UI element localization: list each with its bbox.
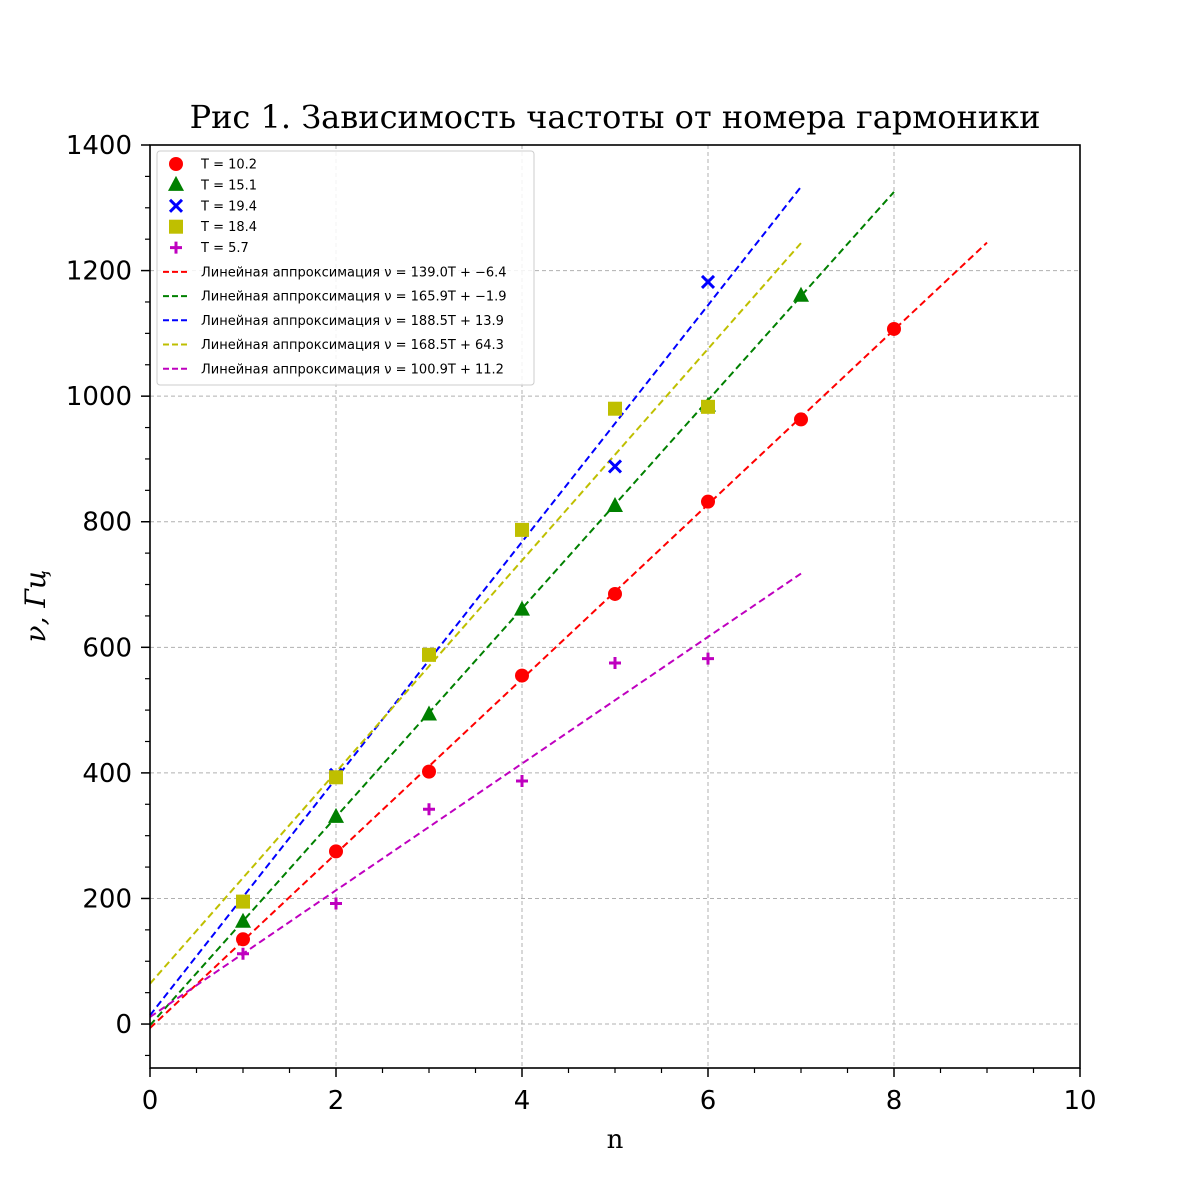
legend-marker bbox=[169, 157, 183, 171]
data-point bbox=[607, 459, 623, 474]
fit-line bbox=[149, 191, 895, 1026]
data-point bbox=[423, 803, 435, 816]
y-tick-label: 1000 bbox=[66, 382, 132, 412]
data-point bbox=[329, 770, 343, 785]
y-tick-label: 600 bbox=[82, 633, 132, 663]
x-tick-label: 8 bbox=[886, 1086, 903, 1116]
legend-label: Линейная аппроксимация ν = 165.9T + −1.9 bbox=[201, 290, 507, 305]
x-tick-label: 6 bbox=[700, 1086, 717, 1116]
y-tick-label: 200 bbox=[82, 884, 132, 914]
x-tick-label: 0 bbox=[142, 1086, 159, 1116]
legend-box bbox=[156, 150, 535, 386]
data-point bbox=[422, 764, 436, 779]
x-tick-label: 2 bbox=[328, 1086, 345, 1116]
data-point bbox=[794, 412, 808, 427]
x-axis-label: n bbox=[607, 1125, 624, 1155]
y-axis-label: ν, Гц bbox=[19, 570, 52, 643]
data-point bbox=[609, 657, 621, 670]
legend-label: T = 10.2 bbox=[200, 158, 257, 173]
data-point bbox=[701, 399, 715, 414]
data-point bbox=[887, 321, 901, 336]
y-tick-label: 1200 bbox=[66, 257, 132, 287]
data-point bbox=[329, 844, 343, 859]
legend-label: T = 19.4 bbox=[200, 199, 257, 214]
chart-title: Рис 1. Зависимость частоты от номера гар… bbox=[190, 98, 1041, 136]
legend-label: Линейная аппроксимация ν = 139.0T + −6.4 bbox=[201, 265, 507, 280]
data-point bbox=[236, 894, 250, 909]
data-point bbox=[608, 586, 622, 601]
data-point bbox=[516, 775, 528, 788]
legend-marker bbox=[170, 241, 182, 254]
data-point bbox=[330, 897, 342, 910]
data-point bbox=[701, 494, 715, 509]
data-point bbox=[235, 912, 251, 928]
x-tick-label: 10 bbox=[1063, 1086, 1096, 1116]
legend: T = 10.2 T = 15.1 T = 19.4 T = 18.4 T = 5.7 Л… bbox=[156, 150, 535, 386]
data-point bbox=[793, 286, 809, 302]
fit-line bbox=[149, 572, 802, 1018]
data-point bbox=[422, 647, 436, 662]
data-point bbox=[237, 947, 249, 960]
data-point bbox=[236, 932, 250, 947]
legend-label: T = 18.4 bbox=[200, 220, 257, 235]
data-point bbox=[328, 807, 344, 823]
data-point bbox=[515, 668, 529, 683]
y-tick-label: 1400 bbox=[66, 131, 132, 161]
legend-marker bbox=[169, 219, 183, 234]
data-point bbox=[607, 497, 623, 513]
legend-label: Линейная аппроксимация ν = 168.5T + 64.3 bbox=[201, 338, 504, 353]
data-point bbox=[515, 522, 529, 537]
legend-marker bbox=[168, 198, 184, 213]
y-tick-label: 0 bbox=[115, 1010, 132, 1040]
y-tick-label: 800 bbox=[82, 508, 132, 538]
fit-line bbox=[149, 241, 988, 1029]
legend-label: T = 5.7 bbox=[200, 241, 249, 256]
legend-label: Линейная аппроксимация ν = 100.9T + 11.2 bbox=[201, 362, 504, 377]
data-point bbox=[421, 705, 437, 721]
legend-label: T = 15.1 bbox=[200, 178, 257, 193]
y-tick-label: 400 bbox=[82, 759, 132, 789]
data-point bbox=[702, 652, 714, 665]
axis-ticks-layer: 0 2 4 6 8 10 0 200 400 600 800 1000 1200 1400 bbox=[66, 131, 1097, 1116]
data-point bbox=[700, 274, 716, 289]
fit-lines-layer bbox=[149, 186, 988, 1029]
legend-marker bbox=[168, 175, 184, 191]
x-tick-label: 4 bbox=[514, 1086, 531, 1116]
data-point bbox=[608, 401, 622, 416]
legend-label: Линейная аппроксимация ν = 188.5T + 13.9 bbox=[201, 314, 504, 329]
data-point bbox=[514, 600, 530, 616]
data-points-layer bbox=[235, 274, 901, 960]
